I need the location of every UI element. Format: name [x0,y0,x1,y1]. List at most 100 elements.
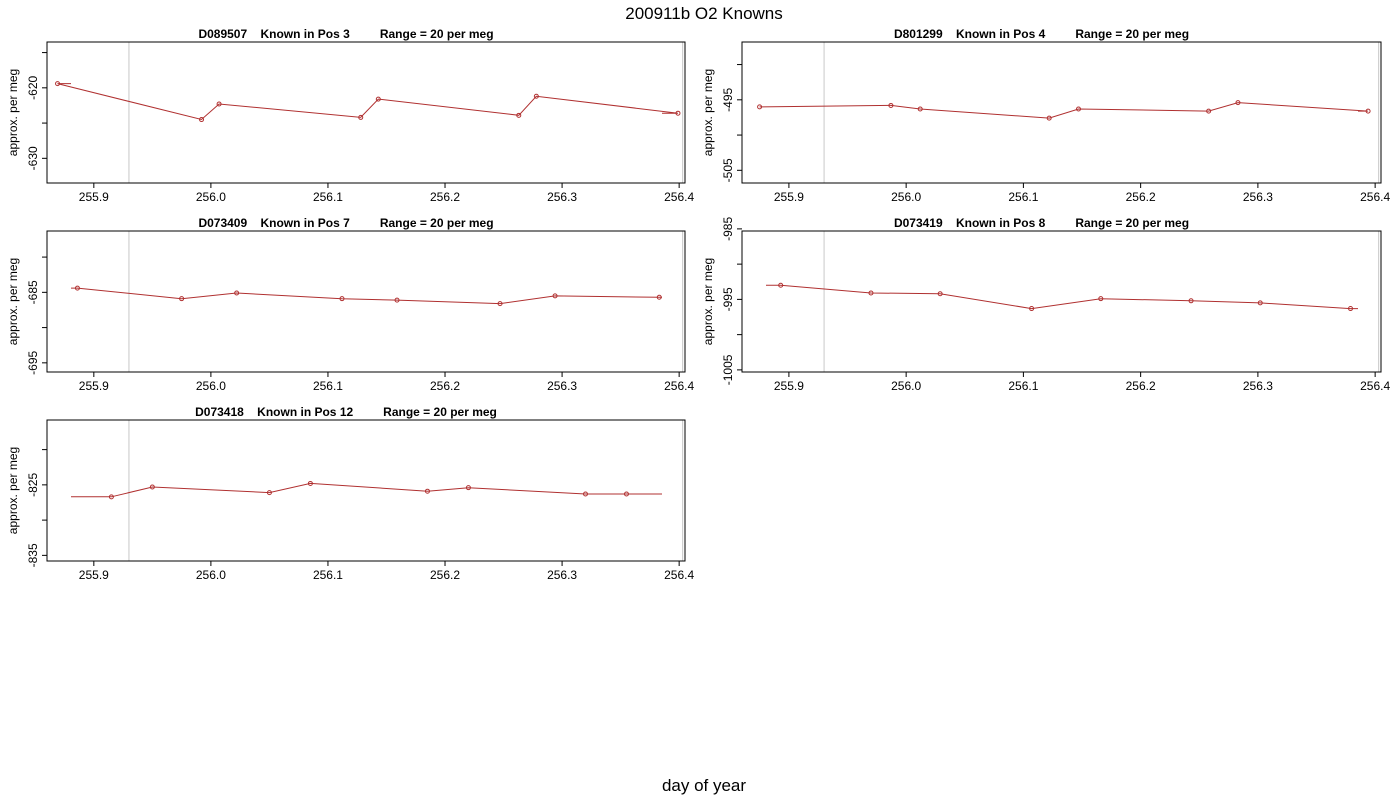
x-tick-label: 256.0 [891,190,921,204]
plot-frame [741,41,1382,184]
x-tick-label: 256.1 [313,568,343,582]
data-point [339,296,345,302]
x-tick-label: 255.9 [79,190,109,204]
x-tick-label: 256.3 [1243,379,1273,393]
data-point [582,491,588,497]
panel-ylabel: approx. per meg [701,69,715,156]
x-tick-label: 256.3 [547,568,577,582]
data-point [266,490,272,496]
data-point [234,290,240,296]
x-tick-label: 256.1 [313,379,343,393]
figure-title: 200911b O2 Knowns [625,4,783,23]
data-point [179,296,185,302]
panel-ylabel: approx. per meg [6,258,20,345]
data-point [937,291,943,297]
series-line [766,284,1358,310]
data-point [358,114,364,120]
series-line [71,482,662,498]
x-tick-label: 256.0 [196,379,226,393]
data-point [1098,296,1104,302]
plot-frame [46,230,686,373]
plot-frame [46,41,686,184]
x-tick-label: 256.2 [430,568,460,582]
x-tick-label: 256.3 [547,190,577,204]
data-point [888,102,894,108]
x-tick-label: 256.2 [1126,190,1156,204]
y-tick-label: -505 [721,158,735,182]
data-point [1235,100,1241,106]
data-point [497,301,503,307]
series-line [759,102,1369,119]
panel-5: D073418 Known in Pos 12 Range = 20 per m… [6,405,694,582]
data-point [516,112,522,118]
x-tick-label: 255.9 [774,190,804,204]
data-point [424,488,430,494]
data-point [552,293,558,299]
x-tick-label: 256.3 [547,379,577,393]
data-point [778,282,784,288]
panel-4: D073419 Known in Pos 8 Range = 20 per me… [701,216,1390,393]
plot-frame [741,230,1382,373]
data-point [623,491,629,497]
data-point [1348,306,1354,312]
data-point [199,117,205,123]
y-tick-label: -985 [721,217,735,241]
y-tick-label: -695 [26,351,40,375]
x-tick-label: 256.4 [664,568,694,582]
panel-title: D089507 Known in Pos 3 Range = 20 per me… [198,27,493,41]
data-point [917,106,923,112]
data-point [675,110,681,116]
data-point [868,290,874,296]
x-tick-label: 256.4 [1360,190,1390,204]
data-point [394,297,400,303]
data-point [533,93,539,99]
panel-ylabel: approx. per meg [6,69,20,156]
y-tick-label: -685 [26,280,40,304]
y-tick-label: -835 [26,543,40,567]
data-point [375,96,381,102]
x-tick-label: 256.2 [430,190,460,204]
x-tick-label: 256.0 [196,190,226,204]
y-tick-label: -825 [26,473,40,497]
plot-frame [46,419,686,562]
data-point [74,285,80,291]
y-tick-label: -995 [721,287,735,311]
series-line [57,83,679,121]
data-point [1029,306,1035,312]
data-point [656,294,662,300]
data-point [307,480,313,486]
x-tick-label: 256.2 [430,379,460,393]
x-tick-label: 256.1 [313,190,343,204]
y-tick-label: -630 [26,146,40,170]
panel-3: D073409 Known in Pos 7 Range = 20 per me… [6,216,694,393]
panel-1: D089507 Known in Pos 3 Range = 20 per me… [6,27,694,204]
data-point [1076,106,1082,112]
data-point [1188,298,1194,304]
x-tick-label: 256.1 [1008,379,1038,393]
y-tick-label: -495 [721,87,735,111]
panel-ylabel: approx. per meg [701,258,715,345]
data-point [1365,108,1371,114]
data-point [108,494,114,500]
data-point [216,101,222,107]
data-point [1046,115,1052,121]
data-point [757,104,763,110]
x-tick-label: 256.2 [1126,379,1156,393]
x-tick-label: 255.9 [79,379,109,393]
panel-ylabel: approx. per meg [6,447,20,534]
data-point [1257,300,1263,306]
panel-title: D073418 Known in Pos 12 Range = 20 per m… [195,405,497,419]
data-point [149,484,155,490]
data-point [55,81,61,87]
x-tick-label: 256.4 [1360,379,1390,393]
x-tick-label: 255.9 [79,568,109,582]
panel-2: D801299 Known in Pos 4 Range = 20 per me… [701,27,1390,204]
x-tick-label: 256.4 [664,190,694,204]
y-tick-label: -1005 [721,354,735,385]
panel-title: D073419 Known in Pos 8 Range = 20 per me… [894,216,1189,230]
x-tick-label: 255.9 [774,379,804,393]
series-line [71,287,662,305]
x-tick-label: 256.0 [891,379,921,393]
